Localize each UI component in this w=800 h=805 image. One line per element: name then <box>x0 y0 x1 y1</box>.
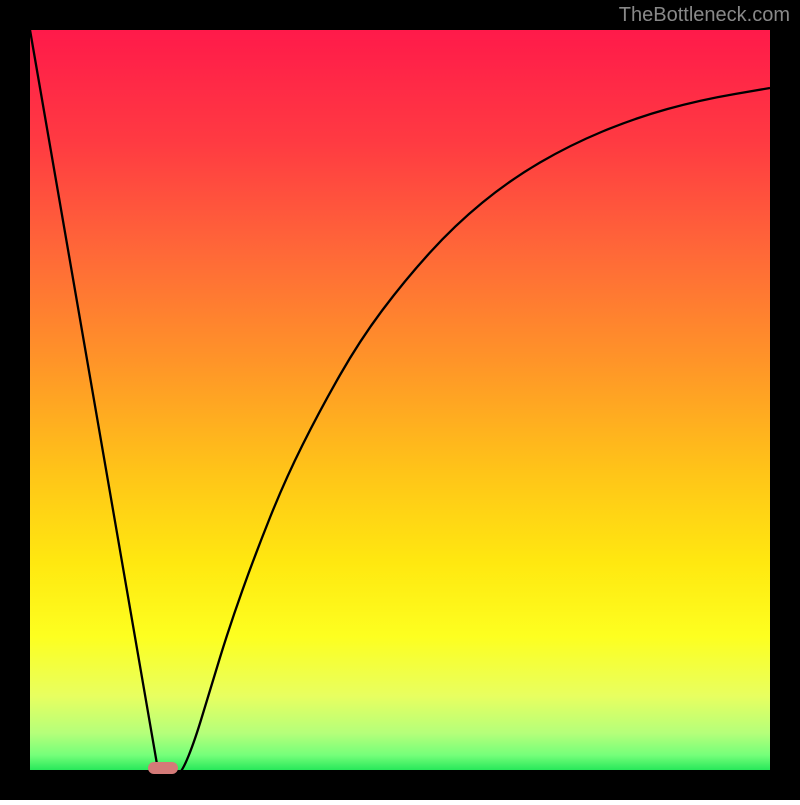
optimal-marker <box>148 762 178 774</box>
plot-background <box>30 30 770 770</box>
chart-container: TheBottleneck.com <box>0 0 800 800</box>
bottleneck-chart <box>0 0 800 800</box>
watermark-text: TheBottleneck.com <box>619 4 790 27</box>
